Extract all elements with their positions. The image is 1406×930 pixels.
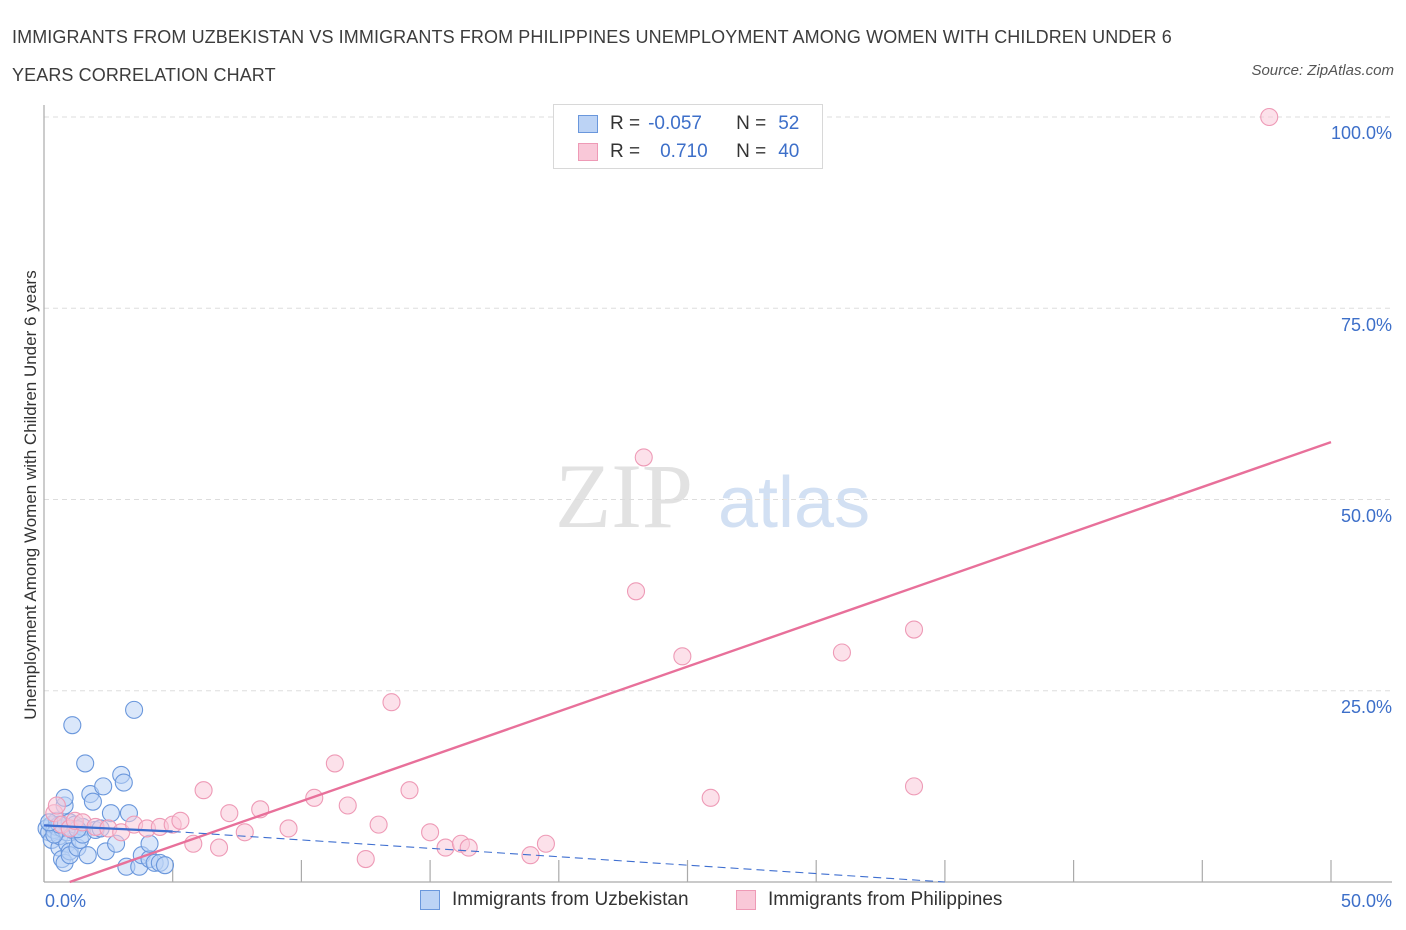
uzbekistan-points: [37, 700, 175, 876]
uzbekistan-legend-label: Immigrants from Uzbekistan: [452, 889, 689, 910]
y-tick-label: 25.0%: [1340, 697, 1392, 717]
y-tick-label: 75.0%: [1340, 315, 1392, 335]
philippines-legend-label: Immigrants from Philippines: [768, 889, 1003, 910]
n-label: N =: [736, 113, 767, 134]
philippines-point: [338, 796, 357, 815]
uzbekistan-swatch: [420, 890, 440, 910]
uzbekistan-point: [101, 804, 120, 823]
philippines-point: [904, 777, 924, 796]
philippines-point: [194, 781, 213, 800]
philippines-point: [235, 823, 254, 842]
x-tick-label: 0.0%: [45, 891, 87, 911]
r-value: 0.710: [660, 141, 708, 162]
philippines-points: [45, 107, 1279, 869]
philippines-point: [436, 838, 455, 857]
philippines-point: [209, 838, 229, 857]
philippines-point: [673, 647, 692, 666]
r-label: R =: [610, 113, 641, 134]
y-tick-label: 100.0%: [1330, 123, 1392, 143]
uzbekistan-point: [155, 856, 175, 875]
legend-row-philippines: R = 0.710 N = 40: [578, 138, 799, 166]
philippines-point: [1260, 107, 1279, 127]
watermark: ZIP atlas: [555, 445, 870, 547]
axes: [43, 105, 1392, 883]
philippines-point: [701, 788, 720, 807]
philippines-point: [356, 849, 375, 869]
uzbekistan-point: [83, 792, 102, 811]
philippines-point: [171, 811, 190, 830]
legend-row-uzbekistan: R = -0.057 N = 52: [578, 110, 799, 138]
philippines-point: [220, 804, 239, 823]
uzbekistan-swatch: [578, 115, 598, 133]
philippines-point: [325, 754, 344, 773]
watermark-atlas: atlas: [718, 463, 870, 543]
grid-lines: [44, 116, 1392, 692]
n-value: 52: [778, 113, 800, 134]
philippines-point: [47, 796, 66, 815]
y-tick-label: 50.0%: [1340, 506, 1392, 526]
philippines-swatch: [736, 890, 756, 910]
uzbekistan-point: [140, 834, 159, 853]
source-label: Source: ZipAtlas.com: [1251, 62, 1394, 79]
n-label: N =: [736, 141, 767, 162]
uzbekistan-point: [125, 700, 144, 719]
r-label: R =: [610, 141, 641, 162]
chart-title: IMMIGRANTS FROM UZBEKISTAN VS IMMIGRANTS…: [12, 27, 1172, 85]
philippines-point: [279, 819, 298, 838]
n-value: 40: [778, 141, 800, 162]
uzbekistan-point: [94, 777, 113, 796]
philippines-point: [634, 448, 653, 467]
x-tick-label: 50.0%: [1340, 891, 1392, 911]
philippines-point: [536, 834, 555, 853]
uzbekistan-trend-line: [43, 824, 173, 833]
uzbekistan-point: [63, 716, 82, 735]
correlation-legend: R = -0.057 N = 52 R = 0.710 N = 40: [553, 104, 823, 169]
philippines-point: [369, 815, 388, 834]
uzbekistan-point: [76, 754, 95, 773]
philippines-point: [400, 781, 419, 800]
philippines-point: [459, 838, 478, 857]
bottom-legend-uzbekistan: Immigrants from Uzbekistan: [420, 889, 689, 911]
philippines-trend-line: [69, 440, 1332, 884]
bottom-legend-philippines: Immigrants from Philippines: [736, 889, 1002, 911]
trend-lines: [43, 440, 1332, 884]
uzbekistan-point: [114, 773, 133, 792]
philippines-point: [626, 582, 646, 601]
philippines-point: [904, 620, 924, 639]
philippines-point: [832, 643, 851, 662]
watermark-zip: ZIP: [555, 445, 693, 547]
uzbekistan-point: [78, 846, 97, 865]
philippines-swatch: [578, 143, 598, 161]
philippines-point: [421, 823, 440, 842]
philippines-point: [382, 693, 401, 712]
r-value: -0.057: [648, 113, 702, 134]
uzbekistan-trend-extension: [172, 830, 945, 883]
